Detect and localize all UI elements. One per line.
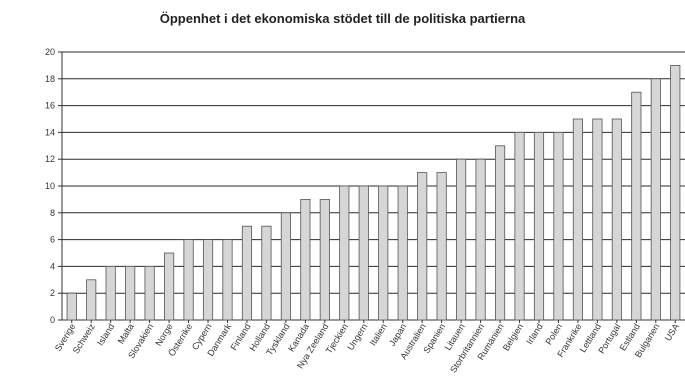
y-tick-label: 6	[50, 235, 55, 245]
bar-österrike	[183, 239, 194, 321]
bar-spanien	[436, 172, 447, 321]
bar-slovakien	[144, 265, 155, 321]
bar-bulgarien	[650, 78, 661, 321]
y-tick-label: 20	[45, 47, 55, 57]
bar-belgien	[514, 131, 525, 321]
bar-tyskland	[280, 212, 291, 321]
y-tick-label: 4	[50, 261, 55, 271]
y-tick-label: 2	[50, 288, 55, 298]
bar-island	[105, 265, 116, 321]
bar-cypern	[202, 239, 214, 321]
x-tick-label: USA	[663, 322, 681, 343]
y-tick-label: 16	[45, 101, 55, 111]
y-tick-label: 14	[45, 127, 55, 137]
bar-litauen	[456, 158, 467, 321]
x-tick-label: Malta	[116, 322, 136, 346]
bar-malta	[125, 265, 136, 321]
bar-italien	[378, 185, 389, 321]
x-tick-label: Irland	[524, 322, 544, 346]
bar-norge	[164, 252, 175, 321]
bar-frankrike	[572, 118, 583, 321]
bar-holland	[261, 225, 272, 321]
bar-nya-zeeland	[319, 198, 330, 321]
chart-title: Öppenhet i det ekonomiska stödet till de…	[159, 11, 526, 26]
bar-japan	[397, 185, 408, 321]
y-tick-label: 10	[45, 181, 55, 191]
bar-australien	[417, 172, 428, 321]
x-tick-label: Ungern	[345, 322, 369, 352]
bar-polen	[553, 131, 564, 321]
bar-schweiz	[86, 279, 97, 321]
bar-finland	[241, 225, 253, 321]
y-tick-label: 0	[50, 315, 55, 325]
bar-estland	[631, 91, 642, 321]
bar-ungern	[358, 185, 369, 321]
bar-usa	[670, 65, 681, 321]
bar-kanada	[300, 198, 311, 321]
bar-lettland	[592, 118, 603, 321]
bar-rumänien	[494, 145, 506, 321]
bar-tjeckien	[339, 185, 350, 321]
x-tick-label: Island	[95, 322, 116, 348]
y-tick-label: 12	[45, 154, 55, 164]
y-tick-label: 18	[45, 74, 55, 84]
bar-danmark	[222, 239, 233, 321]
bar-portugal	[611, 118, 622, 321]
bar-sverige	[66, 292, 77, 321]
y-tick-label: 8	[50, 208, 55, 218]
bar-storbritannien	[475, 158, 486, 321]
bar-irland	[533, 131, 545, 321]
x-tick-label: Italien	[368, 322, 389, 348]
